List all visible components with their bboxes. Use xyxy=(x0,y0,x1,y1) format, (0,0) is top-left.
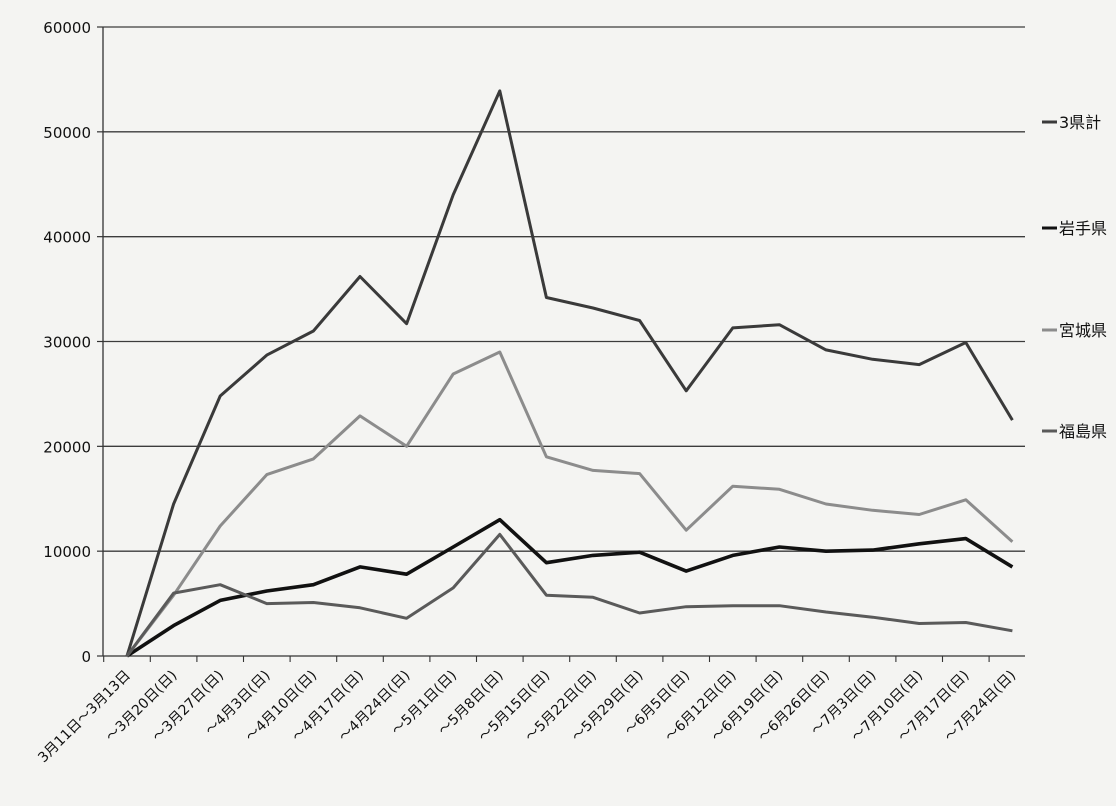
series-line-3 xyxy=(125,532,1013,657)
series-layer xyxy=(125,89,1014,658)
y-tick-label: 0 xyxy=(81,648,91,666)
y-tick-label: 60000 xyxy=(43,19,91,37)
legend-label: 福島県 xyxy=(1059,422,1107,441)
y-tick-label: 40000 xyxy=(43,229,91,247)
legend-label: 岩手県 xyxy=(1059,219,1107,238)
y-tick-label: 50000 xyxy=(43,124,91,142)
y-tick-label: 30000 xyxy=(43,334,91,352)
gridlines xyxy=(103,26,1025,552)
series-line-1 xyxy=(126,517,1014,658)
y-axis: 0 10000 20000 30000 40000 50000 60000 xyxy=(43,19,104,666)
legend-label: 宮城県 xyxy=(1059,321,1107,340)
y-tick-label: 10000 xyxy=(43,543,91,561)
legend-label: 3県計 xyxy=(1059,113,1101,132)
y-tick-label: 20000 xyxy=(43,438,91,456)
series-line-2 xyxy=(125,350,1014,657)
series-line-0 xyxy=(125,89,1014,657)
x-axis: 3月11日～3月13日～3月20日(日)～3月27日(日)～4月3日(日)～4月… xyxy=(35,655,1025,766)
